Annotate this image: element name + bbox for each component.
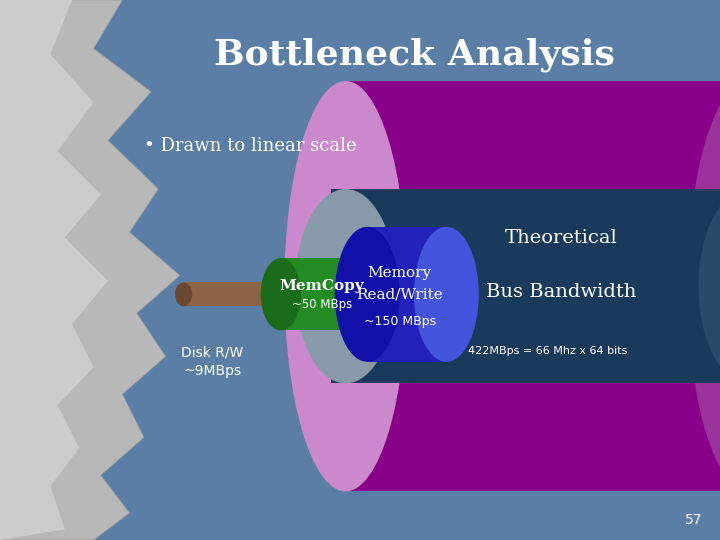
Polygon shape xyxy=(281,258,374,330)
Ellipse shape xyxy=(335,227,400,362)
Ellipse shape xyxy=(290,282,307,306)
Polygon shape xyxy=(0,0,180,540)
Text: 57: 57 xyxy=(685,512,702,526)
Ellipse shape xyxy=(295,189,396,383)
Polygon shape xyxy=(367,227,446,362)
Text: MemCopy: MemCopy xyxy=(279,279,364,293)
Ellipse shape xyxy=(284,81,407,491)
Ellipse shape xyxy=(688,81,720,491)
Text: Bottleneck Analysis: Bottleneck Analysis xyxy=(214,38,614,72)
Text: Disk R/W
~9MBps: Disk R/W ~9MBps xyxy=(181,346,243,378)
Text: ~150 MBps: ~150 MBps xyxy=(364,315,436,328)
Polygon shape xyxy=(184,282,299,306)
Ellipse shape xyxy=(261,258,301,330)
Ellipse shape xyxy=(175,282,192,306)
Ellipse shape xyxy=(414,227,479,362)
Ellipse shape xyxy=(698,189,720,383)
Text: Theoretical: Theoretical xyxy=(505,228,618,247)
Polygon shape xyxy=(346,81,720,491)
Polygon shape xyxy=(0,0,108,540)
Text: Read/Write: Read/Write xyxy=(356,287,443,301)
Text: • Drawn to linear scale: • Drawn to linear scale xyxy=(144,137,356,155)
Polygon shape xyxy=(331,189,720,383)
Text: 422MBps = 66 Mhz x 64 bits: 422MBps = 66 Mhz x 64 bits xyxy=(467,346,627,356)
Text: ~50 MBps: ~50 MBps xyxy=(292,298,352,310)
Text: Bus Bandwidth: Bus Bandwidth xyxy=(487,282,636,301)
Text: Memory: Memory xyxy=(367,266,432,280)
Polygon shape xyxy=(346,254,720,319)
Ellipse shape xyxy=(354,258,395,330)
